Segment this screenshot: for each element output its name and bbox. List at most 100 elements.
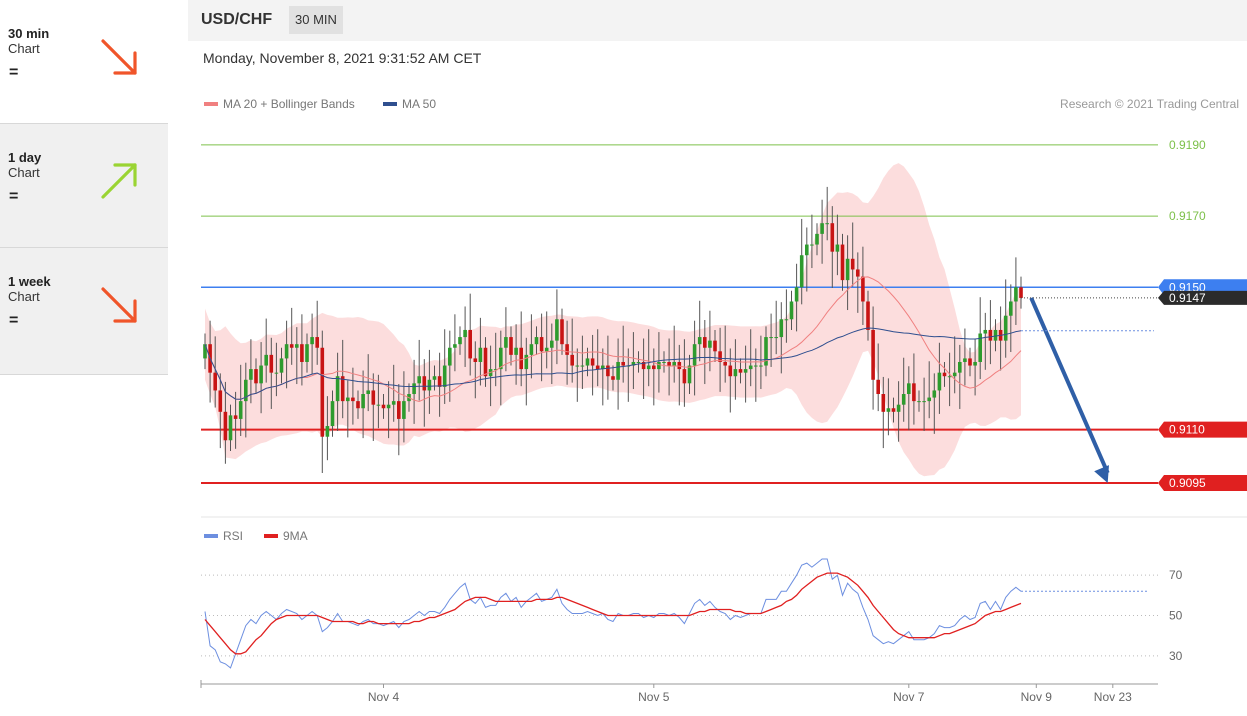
candle-body [947,376,952,378]
candle-body [274,372,279,374]
candle-body [657,361,661,370]
candle-body [238,401,243,419]
candle-body [483,347,488,377]
candle-body [667,361,671,366]
candle-body [550,340,554,348]
legend-rsi-label: RSI [223,529,244,543]
candle-body [575,365,580,367]
candle-body [973,361,977,366]
candle-body [448,347,452,366]
candle-body [458,337,462,345]
candle-body [524,354,529,370]
candle-body [850,258,855,270]
candle-body [305,344,309,362]
candle-body [412,383,416,395]
candle-body [692,344,697,366]
candle-body [840,244,845,281]
level-label: 0.9150 [1169,280,1206,294]
candle-body [703,337,707,348]
forecast-arrow-head [1094,465,1109,483]
candle-body [203,344,207,359]
candle-body [366,390,370,395]
research-credit: Research © 2021 Trading Central [1060,97,1239,111]
chart-toolbar: USD/CHF 30 MIN [188,0,1247,41]
last-price-box [1158,290,1247,305]
candle-body [621,361,625,366]
candle-body [988,329,993,341]
candle-body [789,301,794,320]
candle-body [932,390,937,398]
candle-body [356,401,360,409]
tf-card-equal-sign: = [9,188,19,205]
candle-body [631,361,636,366]
candle-body [233,415,238,419]
candle-body [509,337,513,355]
candle-body [259,365,263,384]
candle-body [728,365,733,377]
candle-body [473,358,478,362]
candle-body [723,361,727,366]
candle-body [856,269,860,277]
candle-body [978,333,982,362]
tf-card-sub: Chart [8,289,40,304]
candle-body [907,383,911,395]
candle-body [708,340,712,348]
candle-body [1019,287,1023,298]
candle-body [289,344,294,348]
candle-body [794,287,799,302]
candle-body [228,415,233,441]
candle-body [279,358,284,373]
candle-body [381,404,386,409]
tf-card-30min[interactable]: 30 min Chart = [0,0,168,124]
legend-ma50-label: MA 50 [402,97,437,111]
price-chart[interactable]: 0.9190 0.9170 0.9150 0.9110 0.9095 0.9147 30 50… [188,0,1247,716]
tf-card-equal-sign: = [9,312,19,329]
candle-body [845,258,850,281]
candle-body [636,361,641,363]
candle-body [891,408,896,412]
tf-card-1week[interactable]: 1 week Chart = [0,248,168,375]
candle-body [652,365,656,370]
candle-body [544,347,549,352]
candle-body [754,365,758,367]
candle-body [963,358,967,362]
candle-body [417,376,421,384]
level-label: 0.9110 [1169,423,1205,437]
candle-body [662,361,666,363]
timeframe-button[interactable]: 30 MIN [289,6,343,34]
tf-card-sub: Chart [8,41,40,56]
candle-body [284,344,289,359]
candle-body [560,319,564,345]
candle-body [555,319,559,341]
candle-body [774,337,778,339]
candle-body [320,347,325,437]
candle-body [835,244,840,252]
legend-swatch-ma20 [204,101,218,106]
rsi-tick-label: 70 [1169,568,1183,582]
candle-body [585,358,590,366]
legend-ma20-label: MA 20 + Bollinger Bands [223,97,355,111]
candle-body [616,361,620,380]
candle-body [993,329,998,341]
candle-body [641,361,646,370]
level-label-box [1158,474,1247,491]
candle-body [682,369,687,384]
tf-card-title: 1 day [8,150,42,165]
tf-card-sub: Chart [8,165,40,180]
candle-body [254,369,258,384]
legend-rsi-ma: 9MA [264,529,308,543]
candle-body [397,401,401,419]
chart-datetime: Monday, November 8, 2021 9:31:52 AM CET [203,50,482,66]
instrument-name: USD/CHF [201,11,273,28]
legend-ma20: MA 20 + Bollinger Bands [204,97,355,111]
candle-body [748,365,753,370]
candle-body [340,376,345,402]
candle-body [942,372,947,377]
arrow-down-right-icon [101,287,137,323]
x-tick-label: Nov 7 [893,690,925,704]
tf-card-1day[interactable]: 1 day Chart = [0,124,168,248]
candle-body [1003,315,1008,341]
candle-body [759,365,763,367]
candle-body [743,369,748,373]
last-price-label: 0.9147 [1169,291,1206,305]
